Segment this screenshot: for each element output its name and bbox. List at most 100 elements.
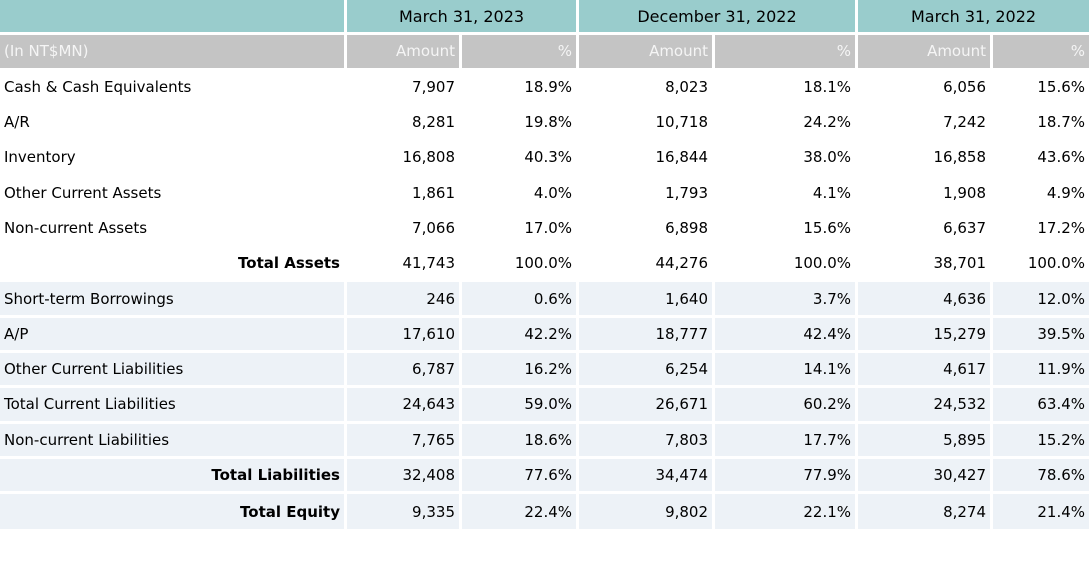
- amount-cell: 1,861: [347, 176, 462, 212]
- unit-label: (In NT$MN): [0, 35, 347, 71]
- table-row: Total Current Liabilities 24,643 59.0% 2…: [0, 388, 1089, 424]
- percent-cell: 15.6%: [993, 70, 1089, 106]
- amount-cell: 7,803: [579, 423, 716, 459]
- percent-header: %: [462, 35, 580, 71]
- period-header-row: March 31, 2023 December 31, 2022 March 3…: [0, 0, 1089, 36]
- percent-cell: 60.2%: [715, 388, 859, 424]
- percent-cell: 18.1%: [715, 70, 859, 106]
- percent-cell: 17.0%: [462, 211, 580, 248]
- row-label: Inventory: [0, 141, 347, 177]
- row-label: A/P: [0, 317, 347, 353]
- table-row: Other Current Assets 1,861 4.0% 1,793 4.…: [0, 176, 1089, 212]
- percent-cell: 100.0%: [715, 247, 859, 283]
- amount-cell: 4,636: [858, 282, 994, 318]
- amount-cell: 6,787: [347, 352, 462, 389]
- amount-cell: 5,895: [858, 423, 994, 459]
- amount-cell: 6,898: [579, 211, 716, 248]
- table-row-total-liabilities: Total Liabilities 32,408 77.6% 34,474 77…: [0, 458, 1089, 495]
- amount-cell: 15,279: [858, 317, 994, 353]
- amount-cell: 7,066: [347, 211, 462, 248]
- balance-sheet: March 31, 2023 December 31, 2022 March 3…: [0, 0, 1089, 530]
- percent-cell: 38.0%: [715, 141, 859, 177]
- table-row: Inventory 16,808 40.3% 16,844 38.0% 16,8…: [0, 141, 1089, 177]
- row-label: Non-current Liabilities: [0, 423, 347, 459]
- amount-cell: 246: [347, 282, 462, 318]
- amount-cell: 24,643: [347, 388, 462, 424]
- amount-cell: 9,802: [579, 494, 716, 530]
- amount-cell: 8,023: [579, 70, 716, 106]
- percent-cell: 19.8%: [462, 105, 580, 142]
- percent-cell: 15.2%: [993, 423, 1089, 459]
- amount-cell: 16,844: [579, 141, 716, 177]
- row-label: Short-term Borrowings: [0, 282, 347, 318]
- amount-cell: 30,427: [858, 458, 994, 495]
- percent-cell: 24.2%: [715, 105, 859, 142]
- amount-cell: 38,701: [858, 247, 994, 283]
- percent-cell: 4.1%: [715, 176, 859, 212]
- percent-cell: 42.4%: [715, 317, 859, 353]
- period-header-2: December 31, 2022: [579, 0, 859, 36]
- amount-cell: 1,640: [579, 282, 716, 318]
- percent-cell: 43.6%: [993, 141, 1089, 177]
- period-header-3: March 31, 2022: [858, 0, 1089, 36]
- amount-cell: 6,254: [579, 352, 716, 389]
- amount-cell: 24,532: [858, 388, 994, 424]
- percent-cell: 4.0%: [462, 176, 580, 212]
- amount-cell: 6,637: [858, 211, 994, 248]
- percent-cell: 77.6%: [462, 458, 580, 495]
- amount-cell: 7,242: [858, 105, 994, 142]
- percent-cell: 14.1%: [715, 352, 859, 389]
- percent-cell: 22.1%: [715, 494, 859, 530]
- amount-cell: 9,335: [347, 494, 462, 530]
- amount-header: Amount: [858, 35, 994, 71]
- table-row: Cash & Cash Equivalents 7,907 18.9% 8,02…: [0, 70, 1089, 106]
- amount-cell: 26,671: [579, 388, 716, 424]
- amount-header: Amount: [579, 35, 716, 71]
- row-label: Other Current Assets: [0, 176, 347, 212]
- amount-cell: 44,276: [579, 247, 716, 283]
- amount-cell: 8,281: [347, 105, 462, 142]
- row-label: Total Current Liabilities: [0, 388, 347, 424]
- percent-cell: 21.4%: [993, 494, 1089, 530]
- period-header-1: March 31, 2023: [347, 0, 580, 36]
- corner-cell: [0, 0, 347, 36]
- amount-cell: 1,908: [858, 176, 994, 212]
- percent-cell: 77.9%: [715, 458, 859, 495]
- percent-cell: 12.0%: [993, 282, 1089, 318]
- amount-cell: 16,808: [347, 141, 462, 177]
- percent-cell: 17.7%: [715, 423, 859, 459]
- amount-cell: 4,617: [858, 352, 994, 389]
- amount-cell: 18,777: [579, 317, 716, 353]
- percent-cell: 100.0%: [462, 247, 580, 283]
- percent-cell: 78.6%: [993, 458, 1089, 495]
- row-label: Non-current Assets: [0, 211, 347, 248]
- percent-header: %: [993, 35, 1089, 71]
- percent-cell: 59.0%: [462, 388, 580, 424]
- amount-cell: 10,718: [579, 105, 716, 142]
- percent-cell: 18.9%: [462, 70, 580, 106]
- table-row: Non-current Liabilities 7,765 18.6% 7,80…: [0, 423, 1089, 459]
- percent-cell: 3.7%: [715, 282, 859, 318]
- percent-cell: 42.2%: [462, 317, 580, 353]
- table-row: A/P 17,610 42.2% 18,777 42.4% 15,279 39.…: [0, 317, 1089, 353]
- row-label: Cash & Cash Equivalents: [0, 70, 347, 106]
- percent-cell: 18.6%: [462, 423, 580, 459]
- percent-cell: 100.0%: [993, 247, 1089, 283]
- percent-cell: 63.4%: [993, 388, 1089, 424]
- balance-sheet-table: March 31, 2023 December 31, 2022 March 3…: [0, 0, 1089, 530]
- percent-cell: 15.6%: [715, 211, 859, 248]
- table-row: Short-term Borrowings 246 0.6% 1,640 3.7…: [0, 282, 1089, 318]
- amount-cell: 6,056: [858, 70, 994, 106]
- table-row: A/R 8,281 19.8% 10,718 24.2% 7,242 18.7%: [0, 105, 1089, 142]
- percent-cell: 16.2%: [462, 352, 580, 389]
- percent-cell: 39.5%: [993, 317, 1089, 353]
- table-row: Other Current Liabilities 6,787 16.2% 6,…: [0, 352, 1089, 389]
- subheader-row: (In NT$MN) Amount % Amount % Amount %: [0, 35, 1089, 71]
- table-row-total-assets: Total Assets 41,743 100.0% 44,276 100.0%…: [0, 247, 1089, 283]
- amount-cell: 16,858: [858, 141, 994, 177]
- percent-cell: 4.9%: [993, 176, 1089, 212]
- amount-cell: 7,907: [347, 70, 462, 106]
- percent-cell: 22.4%: [462, 494, 580, 530]
- amount-cell: 7,765: [347, 423, 462, 459]
- amount-cell: 8,274: [858, 494, 994, 530]
